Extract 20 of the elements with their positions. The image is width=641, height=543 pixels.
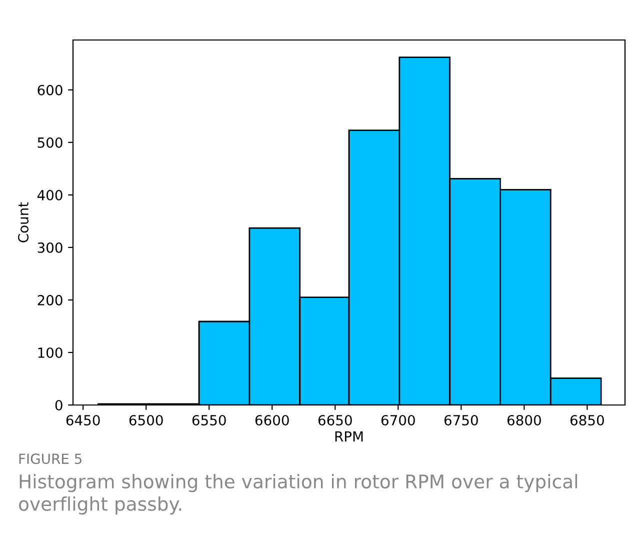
y-tick-label: 0	[55, 400, 62, 410]
y-tick-label: 400	[37, 190, 62, 200]
x-tick-label: 6850	[570, 414, 604, 426]
x-tick-label: 6750	[444, 414, 478, 426]
y-tick-label: 300	[38, 242, 62, 253]
y-tick-label: 200	[38, 294, 62, 306]
x-tick-label: 6700	[381, 414, 415, 426]
x-tick-label: 6450	[66, 414, 100, 426]
y-tick-label: 500	[38, 137, 62, 148]
text: Histogram showing the variation in rotor RPM over a typical overflight passby.	[19, 474, 578, 515]
y-tick-label: 100	[38, 347, 62, 358]
x-axis-title: RPM	[335, 431, 363, 442]
y-tick-label: 600	[38, 84, 62, 96]
x-tick-label: 6500	[129, 414, 163, 426]
x-tick-label: 6550	[192, 414, 226, 426]
y-axis-title: Count	[18, 202, 29, 242]
x-tick-label: 6800	[507, 414, 541, 426]
x-tick-label: 6600	[255, 414, 289, 426]
x-tick-label: 6650	[318, 414, 352, 426]
caption: FIGURE 5	[19, 454, 82, 464]
